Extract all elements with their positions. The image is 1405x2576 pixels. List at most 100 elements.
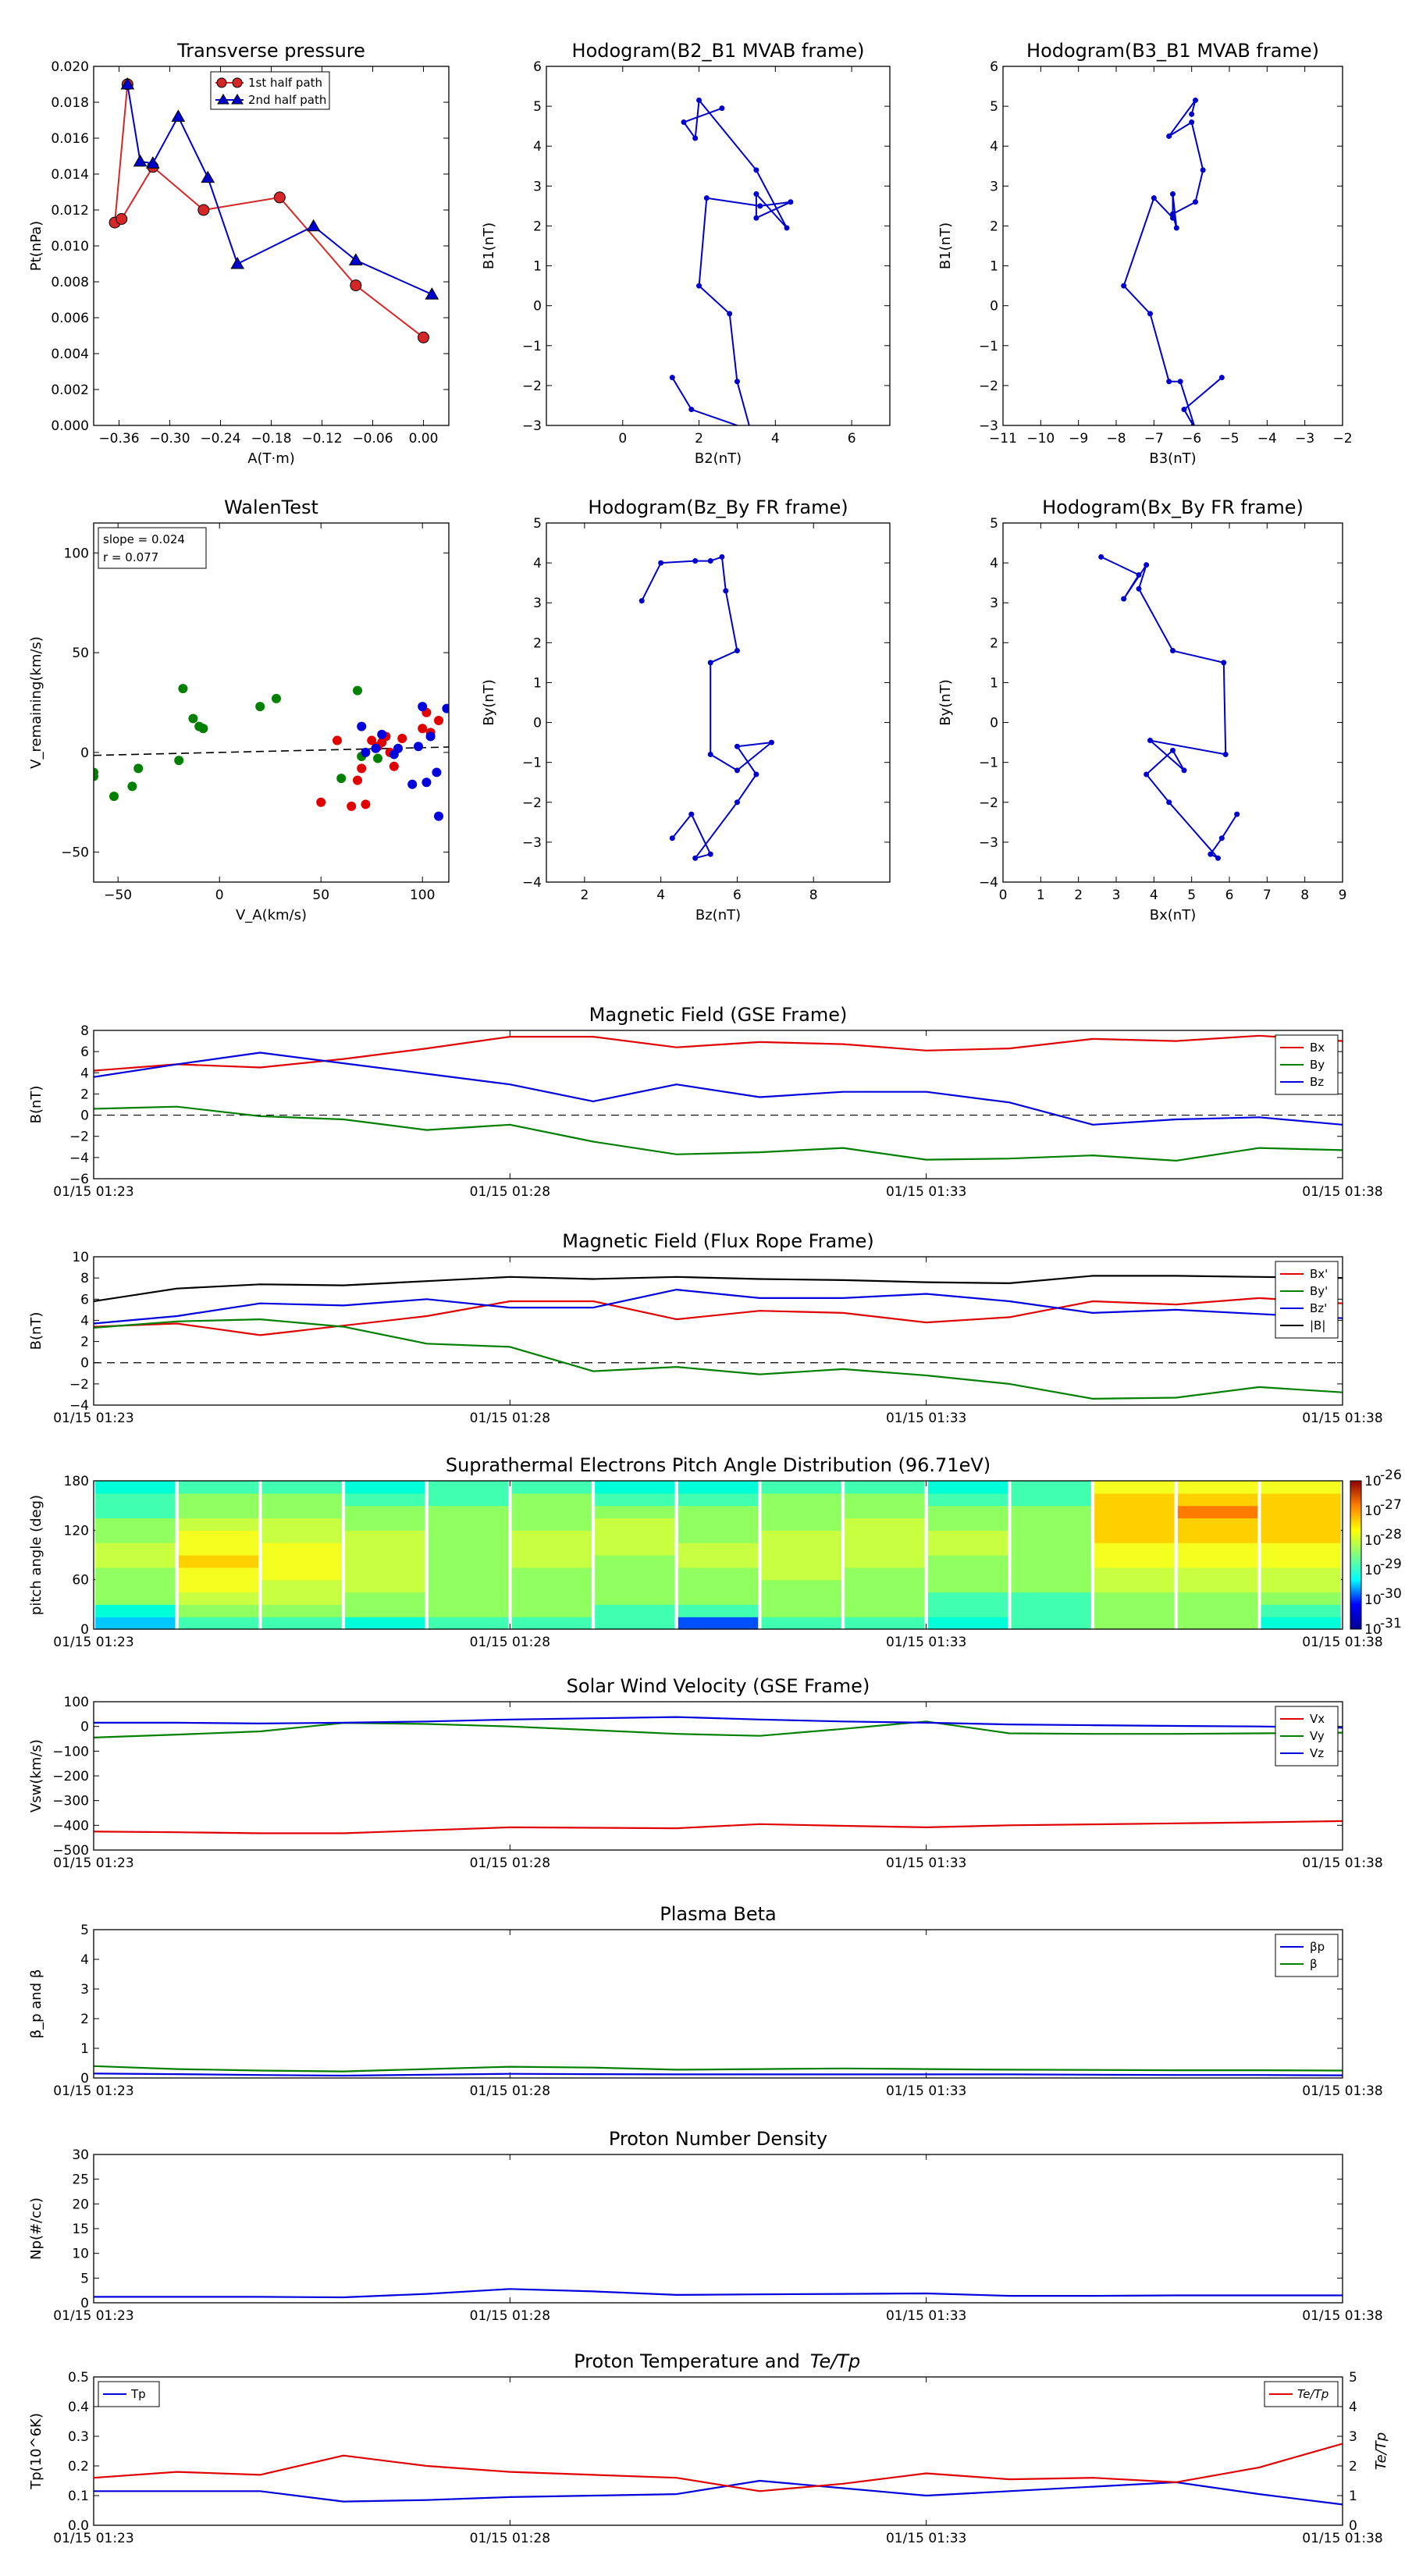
heatmap-cell [178, 1555, 259, 1568]
heatmap-cell [678, 1493, 759, 1507]
scatter-point [188, 713, 198, 724]
heatmap-cell [1094, 1481, 1175, 1494]
colorbar-label-exponent: -27 [1380, 1497, 1402, 1513]
heatmap-cell [178, 1592, 259, 1605]
plot-border [93, 1030, 1343, 1179]
data-point [1215, 855, 1221, 861]
x-tick-label: 8 [809, 888, 818, 903]
data-point [750, 435, 756, 440]
y-tick-label: −2 [522, 795, 542, 811]
data-point [788, 199, 794, 205]
plot-border [93, 66, 450, 426]
y-tick-label: 15 [72, 2222, 89, 2237]
y-axis-label: B1(nT) [481, 222, 497, 269]
scatter-point [336, 774, 347, 784]
x-tick-label: 6 [848, 431, 856, 447]
heatmap-cell [761, 1617, 841, 1630]
x-tick-label: 100 [410, 888, 435, 903]
y2-tick-label: 0 [1349, 2518, 1357, 2534]
heatmap-cell [678, 1542, 759, 1556]
heatmap-cell [678, 1579, 759, 1593]
y-tick-label: 0.3 [68, 2429, 89, 2445]
x-tick-label: 01/15 01:33 [886, 1411, 966, 1426]
y-tick-label: −4 [69, 1398, 89, 1414]
chart-title: Transverse pressure [176, 40, 365, 62]
heatmap-cell [1261, 1542, 1341, 1556]
heatmap-cell [345, 1579, 425, 1593]
y-tick-label: −2 [979, 795, 998, 811]
heatmap-cell [678, 1592, 759, 1605]
legend-marker [217, 94, 229, 105]
heatmap-cell [428, 1505, 509, 1519]
heatmap-cell [428, 1567, 509, 1581]
y-tick-label: 30 [72, 2147, 89, 2163]
heatmap-cell [428, 1481, 509, 1494]
data-point [734, 743, 740, 749]
y-tick-label: −200 [52, 1769, 89, 1784]
y-tick-label: 6 [80, 1044, 89, 1060]
y-tick-label: 3 [80, 1982, 89, 1998]
y2-axis-label: Te/Tp [1373, 2432, 1389, 2470]
colorbar-label-mantissa: 10 [1364, 1533, 1382, 1549]
heatmap-cell [927, 1567, 1008, 1581]
heatmap-cell [845, 1517, 925, 1531]
legend-label: Bz' [1310, 1301, 1327, 1315]
heatmap-cell [595, 1530, 675, 1543]
data-point [1222, 751, 1229, 757]
scatter-point [127, 781, 137, 792]
scatter-point [377, 729, 387, 739]
heatmap-cell [345, 1481, 425, 1494]
data-point [1136, 571, 1142, 578]
y-tick-label: 0.004 [51, 347, 89, 362]
y-tick-label: −2 [522, 379, 542, 394]
scatter-point [389, 761, 399, 771]
heatmap-cell [845, 1592, 925, 1605]
y-tick-label: 0 [80, 1356, 89, 1372]
heatmap-cell [345, 1604, 425, 1617]
scatter-point [422, 777, 432, 788]
y2-tick-label: 1 [1349, 2489, 1357, 2504]
x-tick-label: 9 [1339, 888, 1347, 903]
y-axis-label: β_p and β [28, 1969, 44, 2039]
y-tick-label: 2 [533, 219, 542, 234]
y2-tick-label: 4 [1349, 2400, 1357, 2415]
scatter-point [418, 702, 428, 712]
y-tick-label: −3 [522, 835, 542, 851]
heatmap-cell [511, 1517, 592, 1531]
legend-label: Te/Tp [1297, 2387, 1329, 2401]
scatter-point [316, 797, 326, 807]
y-tick-label: 0.0 [68, 2518, 89, 2534]
data-point [1170, 747, 1176, 753]
heatmap-cell [261, 1530, 342, 1543]
x-tick-label: −8 [1106, 431, 1126, 447]
x-tick-label: 01/15 01:28 [470, 2083, 550, 2099]
x-tick-label: 01/15 01:33 [886, 1635, 966, 1650]
data-point [1144, 771, 1150, 777]
data-point [681, 119, 687, 126]
chart-pad: Suprathermal Electrons Pitch Angle Distr… [28, 1454, 1402, 1650]
legend-label: 2nd half path [248, 93, 326, 107]
x-tick-label: −11 [989, 431, 1017, 447]
heatmap-cell [95, 1542, 176, 1556]
series-line-2 [94, 1288, 1343, 1325]
heatmap-cell [1261, 1505, 1341, 1519]
heatmap-cell [678, 1617, 759, 1630]
heatmap-cell [511, 1542, 592, 1556]
data-point [1144, 562, 1150, 568]
heatmap-cell [261, 1481, 342, 1494]
data-point [734, 767, 740, 774]
heatmap-cell [1261, 1481, 1341, 1494]
plot-border [93, 2154, 1343, 2304]
data-point [1170, 215, 1176, 221]
heatmap-cell [761, 1505, 841, 1519]
chart-pt: Transverse pressure−0.36 −0.30 −0.24 −0.18−… [28, 40, 450, 467]
heatmap-cell [761, 1579, 841, 1593]
data-point [1147, 311, 1153, 317]
heatmap-cell [1177, 1617, 1258, 1630]
heatmap-cell [1094, 1567, 1175, 1581]
y2-tick-label: 5 [1349, 2370, 1357, 2386]
x-tick-label: 01/15 01:33 [886, 2531, 966, 2546]
x-tick-label: 01/15 01:28 [470, 2531, 550, 2546]
heatmap-cell [1094, 1493, 1175, 1507]
